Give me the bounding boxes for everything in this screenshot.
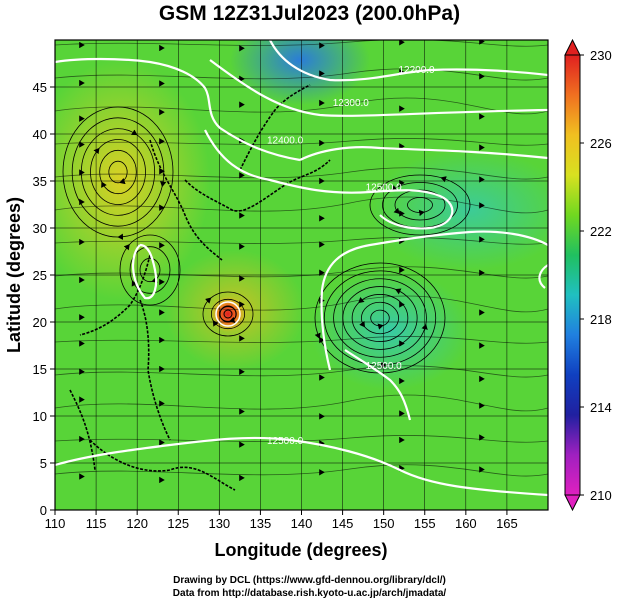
map-area: 12200.0 12300.0 12400.0 12500.0 12500.0 12500… [55,40,548,510]
contour-label: 12200.0 [398,65,435,76]
contour-label: 12400.0 [267,135,304,146]
streamline [361,301,399,335]
stream-arrow [205,297,212,304]
footer-credit-data: Data from http://database.rish.kyoto-u.a… [172,588,447,599]
streamline [108,160,128,184]
streamline [55,435,548,443]
colorbar-tick-label: 222 [590,224,612,239]
y-tick-label: 15 [33,362,47,377]
streamline [55,237,548,245]
streamline [55,365,548,378]
streamline [210,298,246,330]
stream-arrow [131,129,138,136]
y-tick-label: 0 [40,503,47,518]
x-tick-label: 125 [167,516,189,531]
streamline [55,138,548,146]
streamline [333,278,427,358]
streamline [369,174,471,236]
typhoon-symbol [215,301,241,327]
x-tick-label: 145 [332,516,354,531]
streamline [370,309,390,327]
y-tick-label: 5 [40,456,47,471]
streamline [55,196,548,214]
x-tick-label: 150 [373,516,395,531]
x-axis-label: Longitude (degrees) [214,540,387,560]
streamline [99,149,137,195]
x-tick-label: 155 [414,516,436,531]
stream-arrow [358,297,365,304]
stream-arrow [123,244,130,251]
page-title: GSM 12Z31Jul2023 (200.0hPa) [158,2,461,25]
streamline [55,394,548,412]
y-axis-ticks: 0 5 10 15 20 25 30 35 40 45 [33,80,55,518]
colorbar-tick-label: 218 [590,312,612,327]
contour-labels: 12200.0 12300.0 12400.0 12500.0 12500.0 12500… [267,65,435,447]
x-tick-label: 165 [496,516,518,531]
streamline [394,189,446,221]
x-tick-label: 135 [250,516,272,531]
lat-lon-grid [55,40,548,510]
contour-label: 12500.0 [366,182,403,193]
streamline [202,291,254,337]
y-tick-label: 45 [33,80,47,95]
streamline [55,68,548,81]
contour-label: 12300.0 [333,98,370,109]
streamline [55,295,548,313]
y-tick-label: 40 [33,127,47,142]
streamline [62,106,174,238]
x-tick-label: 120 [126,516,148,531]
x-tick-label: 130 [208,516,230,531]
streamline [55,40,548,47]
y-tick-label: 30 [33,221,47,236]
streamline [80,128,156,216]
x-tick-label: 110 [45,516,66,531]
stream-arrow [395,288,402,295]
contour-label: 12500.0 [267,436,304,447]
streamline [55,266,548,279]
y-tick-label: 20 [33,315,47,330]
stream-arrow [393,207,400,214]
stream-arrow [93,147,100,155]
streamline [55,464,548,477]
streamline [90,139,146,205]
coastline [69,84,331,491]
streamlines [55,40,548,484]
colorbar-tick-label: 210 [590,488,612,503]
stream-arrow [440,176,447,183]
x-tick-label: 115 [86,516,107,531]
footer-credit-drawing: Drawing by DCL (https://www.gfd-dennou.o… [173,575,446,586]
streamline [407,197,433,213]
colorbar: 230 226 222 218 214 210 [564,38,612,512]
y-axis-label: Latitude (degrees) [4,197,24,353]
contour-label: 12500.0 [366,361,403,372]
colorbar-top-triangle [564,38,581,56]
y-tick-label: 10 [33,409,47,424]
x-tick-label: 160 [455,516,477,531]
y-tick-label: 25 [33,268,47,283]
x-axis-ticks: 110 115 120 125 130 135 140 145 150 155 160 165 [45,510,518,531]
streamline [323,270,437,366]
stream-arrow [131,280,138,287]
colorbar-tick-label: 230 [590,48,612,63]
height-contours [55,40,548,497]
colorbar-bottom-triangle [564,494,581,512]
colorbar-tick-label: 226 [590,136,612,151]
x-tick-label: 140 [291,516,313,531]
streamline [55,336,548,344]
streamline [342,286,418,350]
y-tick-label: 35 [33,174,47,189]
streamline [55,167,548,180]
streamline [139,258,161,282]
colorbar-tick-label: 214 [590,400,612,415]
